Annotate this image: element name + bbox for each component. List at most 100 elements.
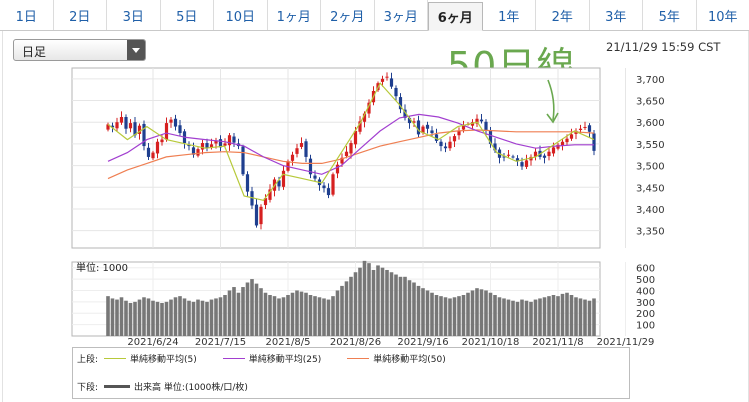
candle-body: [470, 122, 475, 126]
volume-bar: [128, 302, 133, 336]
candle-body: [452, 136, 457, 142]
volume-bar: [587, 300, 592, 336]
volume-tick-label: 400: [636, 286, 655, 297]
ma50-line: [107, 129, 595, 180]
volume-bar: [565, 292, 569, 336]
volume-bar: [295, 290, 299, 336]
volume-bar: [430, 292, 434, 336]
candle-body: [407, 117, 412, 124]
candle-body: [403, 109, 407, 118]
candle-body: [133, 122, 137, 136]
candle-body: [569, 134, 574, 139]
volume-bar: [479, 289, 484, 336]
volume-bar: [425, 290, 430, 336]
tab-period-10[interactable]: 2年: [536, 0, 590, 30]
volume-bar: [304, 292, 308, 336]
volume-bar: [493, 295, 497, 336]
tab-period-7[interactable]: 3ヶ月: [375, 0, 428, 30]
candle-body: [295, 148, 299, 154]
tab-period-6[interactable]: 2ヶ月: [321, 0, 375, 30]
candle-body: [119, 117, 124, 123]
candle-body: [223, 143, 227, 146]
candle-body: [299, 143, 304, 147]
price-tick-label: 3,600: [636, 118, 665, 129]
tab-period-0[interactable]: 1日: [0, 0, 54, 30]
candle-body: [502, 156, 506, 158]
volume-bar: [245, 282, 250, 336]
tab-period-1[interactable]: 2日: [54, 0, 107, 30]
volume-bar: [592, 298, 596, 336]
candle-body: [506, 154, 511, 156]
candle-body: [164, 123, 169, 140]
candle-period-dropdown[interactable]: 日足: [13, 39, 146, 61]
volume-bar: [506, 299, 511, 336]
volume-bar: [542, 297, 547, 336]
legend-volume-label: 出来高 単位:(1000株/口/枚): [134, 383, 248, 393]
volume-bar: [371, 269, 376, 336]
ma25-line: [107, 113, 594, 175]
tab-period-12[interactable]: 5年: [643, 0, 697, 30]
candle-body: [178, 125, 182, 134]
candle-body: [493, 143, 497, 151]
candle-body: [218, 139, 223, 148]
candle-body: [340, 157, 344, 164]
volume-tick-label: 100: [636, 321, 655, 332]
candle-body: [520, 162, 524, 167]
legend-lower-label: 下段:: [77, 383, 99, 393]
legend-upper-label: 上段:: [77, 355, 99, 365]
volume-bar: [268, 295, 272, 336]
candle-body: [142, 123, 146, 147]
price-tick-label: 3,450: [636, 183, 665, 194]
volume-bar: [236, 292, 241, 336]
volume-bar: [511, 300, 515, 336]
volume-bar: [169, 299, 173, 336]
volume-bar: [326, 299, 331, 336]
volume-bar: [281, 297, 286, 336]
candle-body: [124, 117, 128, 129]
tab-period-4[interactable]: 10日: [214, 0, 268, 30]
legend-swatch-2: [347, 358, 370, 359]
candle-body: [286, 161, 290, 171]
candle-body: [412, 121, 416, 123]
tab-period-5[interactable]: 1ヶ月: [268, 0, 321, 30]
candle-body: [128, 123, 133, 129]
tab-period-9[interactable]: 1年: [483, 0, 536, 30]
volume-bar: [385, 269, 389, 336]
volume-bar: [277, 298, 281, 336]
candle-body: [245, 174, 250, 192]
candle-body: [232, 136, 236, 143]
candle-body: [551, 147, 556, 154]
candle-body: [511, 156, 515, 158]
volume-bar: [421, 288, 425, 336]
volume-bar: [452, 297, 457, 336]
volume-bar: [110, 298, 115, 336]
volume-bar: [331, 296, 335, 336]
volume-bar: [335, 290, 340, 336]
volume-bar: [380, 267, 385, 336]
volume-bar: [484, 290, 488, 336]
legend-item-1: 単純移動平均(25): [217, 352, 321, 365]
annotation-arrow: [547, 79, 555, 121]
volume-bar: [524, 300, 529, 336]
candle-body: [394, 87, 398, 97]
volume-bar: [358, 267, 362, 336]
tab-period-13[interactable]: 10年: [707, 9, 738, 25]
tab-period-2[interactable]: 3日: [107, 0, 161, 30]
volume-bar: [583, 299, 587, 336]
tab-period-11[interactable]: 3年: [590, 0, 643, 30]
volume-bar: [322, 298, 326, 336]
candle-body: [479, 119, 484, 122]
volume-bar: [461, 295, 466, 336]
candle-body: [353, 130, 358, 145]
tab-period-3[interactable]: 5日: [161, 0, 214, 30]
volume-bar: [299, 291, 304, 336]
volume-bar: [515, 301, 520, 336]
volume-bar: [272, 296, 277, 336]
volume-bar: [538, 298, 542, 336]
volume-bar: [353, 272, 358, 336]
tab-period-8[interactable]: 6ヶ月: [428, 2, 483, 31]
candle-body: [556, 144, 560, 149]
volume-bar: [259, 288, 263, 336]
candle-body: [209, 144, 214, 148]
volume-swatch: [104, 385, 131, 388]
